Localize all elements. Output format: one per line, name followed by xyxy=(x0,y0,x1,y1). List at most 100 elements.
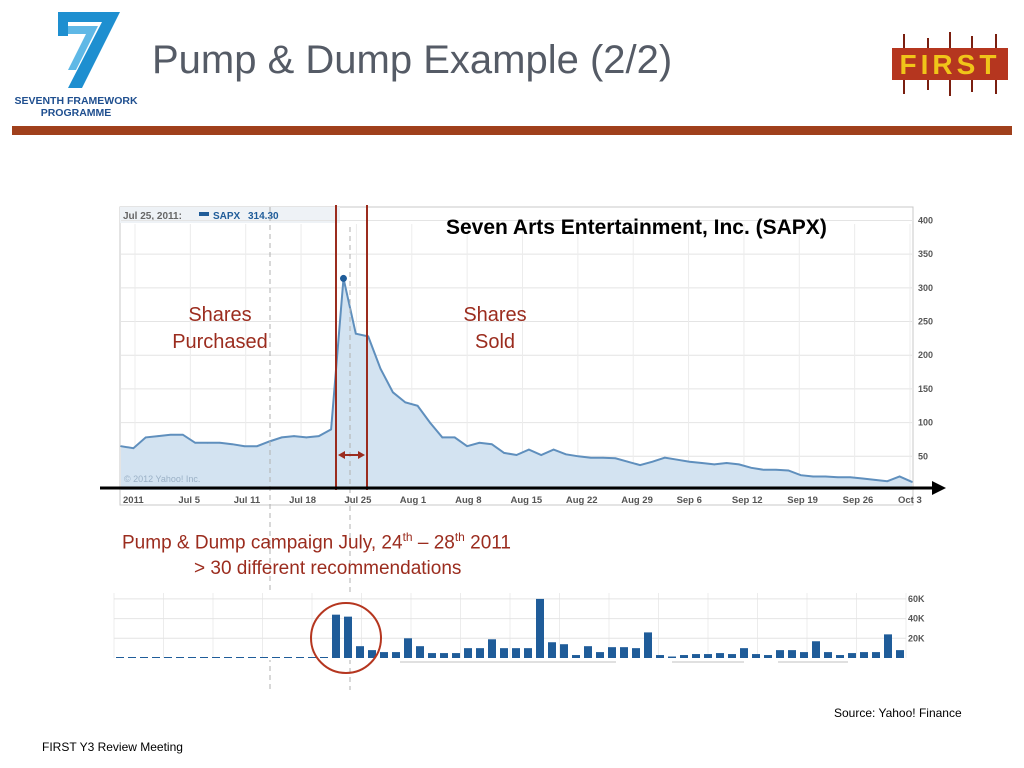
recommendations-caption: > 30 different recommendations xyxy=(194,558,462,579)
price-x-tick-label: Aug 1 xyxy=(400,495,427,506)
price-point xyxy=(565,453,567,456)
price-x-tick-label: Sep 6 xyxy=(677,495,702,506)
price-point xyxy=(144,436,147,439)
readout-ticker: SAPX xyxy=(213,211,241,222)
price-point xyxy=(194,442,196,444)
fp7-logo: SEVENTH FRAMEWORK PROGRAMME xyxy=(14,12,138,119)
volume-bar xyxy=(608,647,616,658)
price-point xyxy=(664,456,666,459)
price-point xyxy=(305,436,308,439)
price-point xyxy=(243,445,246,448)
volume-bar xyxy=(380,652,388,658)
volume-bar xyxy=(308,657,316,658)
price-point xyxy=(379,367,382,370)
price-y-tick-label: 150 xyxy=(918,384,933,394)
volume-bar xyxy=(260,657,268,658)
volume-bar xyxy=(524,648,532,658)
fp7-seven-mark xyxy=(58,12,120,88)
price-point xyxy=(614,457,617,460)
readout-date: Jul 25, 2011: xyxy=(123,211,182,222)
volume-bar xyxy=(356,646,364,658)
price-point xyxy=(441,436,444,439)
volume-bar xyxy=(452,653,460,658)
shares-sold-line1: Shares xyxy=(463,304,527,326)
volume-bar xyxy=(872,652,880,658)
price-point xyxy=(132,447,135,450)
price-point xyxy=(490,443,493,445)
volume-bar xyxy=(848,653,856,658)
volume-bar xyxy=(176,657,184,658)
price-point xyxy=(157,435,159,437)
price-point xyxy=(429,421,431,424)
volume-bar xyxy=(728,654,736,658)
price-point xyxy=(775,468,777,471)
first-logo-text: FIRST xyxy=(900,49,1001,80)
price-y-tick-label: 50 xyxy=(918,451,928,461)
price-x-tick-label: Jul 5 xyxy=(178,495,200,506)
price-point xyxy=(589,456,592,459)
volume-bar xyxy=(860,652,868,658)
price-point xyxy=(676,458,678,461)
campaign-sup-2: th xyxy=(454,530,465,544)
price-point xyxy=(293,435,295,437)
price-point xyxy=(355,332,357,335)
price-y-tick-label: 300 xyxy=(918,283,933,293)
volume-bar xyxy=(764,655,772,658)
volume-bar xyxy=(740,648,748,658)
campaign-mid: – 28 xyxy=(412,532,455,554)
volume-y-ticks: 60K 40K 20K xyxy=(908,594,925,643)
price-x-tick-label: Sep 19 xyxy=(787,495,818,506)
price-point xyxy=(898,475,901,478)
volume-y-tick-label: 40K xyxy=(908,614,925,624)
source-text: Source: Yahoo! Finance xyxy=(834,706,962,720)
price-x-tick-label: Sep 26 xyxy=(843,495,874,506)
volume-bar xyxy=(500,648,508,658)
price-point xyxy=(280,436,283,439)
readout-bar xyxy=(120,207,340,223)
volume-bar xyxy=(668,656,676,658)
first-logo-band xyxy=(892,48,1008,80)
volume-bar xyxy=(164,657,172,658)
price-y-tick-label: 250 xyxy=(918,317,933,327)
price-x-tick-label: Jul 18 xyxy=(289,495,316,506)
volume-bar xyxy=(476,648,484,658)
volume-bar xyxy=(224,657,232,658)
price-y-ticks: 400 350 300 250 200 150 100 50 xyxy=(918,215,933,461)
shares-sold-line2: Sold xyxy=(474,331,516,353)
volume-bar xyxy=(680,655,688,658)
price-y-tick-label: 100 xyxy=(918,418,933,428)
price-point xyxy=(404,401,407,404)
volume-highlight-circle xyxy=(310,602,382,674)
campaign-caption: Pump & Dump campaign July, 24th – 28th 2… xyxy=(122,530,511,554)
price-point xyxy=(577,455,580,458)
price-point xyxy=(725,462,728,464)
price-point xyxy=(824,475,827,478)
fp7-logo-line1: SEVENTH FRAMEWORK xyxy=(14,95,138,107)
volume-bar xyxy=(416,646,424,658)
volume-bar xyxy=(116,657,124,658)
volume-bar xyxy=(536,598,544,658)
price-point xyxy=(626,460,629,463)
volume-bar xyxy=(512,648,520,658)
price-point xyxy=(701,462,703,464)
price-point xyxy=(861,477,864,480)
volume-bar xyxy=(428,653,436,658)
volume-bar xyxy=(800,652,808,658)
volume-bar xyxy=(716,653,724,658)
price-point xyxy=(528,448,530,451)
price-point xyxy=(688,460,691,463)
price-x-tick-label: Aug 15 xyxy=(511,495,543,506)
chart-title: Seven Arts Entertainment, Inc. (SAPX) xyxy=(446,216,827,239)
volume-grid xyxy=(113,593,907,658)
volume-bar xyxy=(404,638,412,658)
price-x-tick-label: Aug 22 xyxy=(566,495,598,506)
volume-bar xyxy=(572,655,580,658)
price-point xyxy=(206,442,209,444)
readout-swatch xyxy=(199,212,209,216)
volume-bar xyxy=(620,647,628,658)
volume-bar xyxy=(656,655,664,658)
volume-bar xyxy=(692,654,700,658)
volume-bar xyxy=(392,652,400,658)
price-point xyxy=(256,445,258,448)
price-point xyxy=(713,463,716,466)
